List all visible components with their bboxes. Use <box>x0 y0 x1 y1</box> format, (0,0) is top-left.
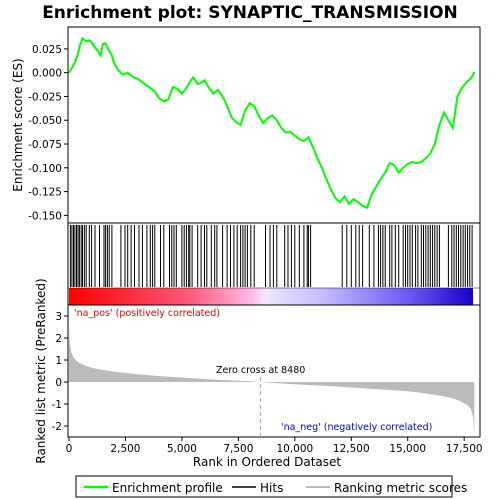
xtick-label: 15,000 <box>389 443 426 455</box>
es-axis-label: Enrichment score (ES) <box>11 58 25 191</box>
es-ytick-label: -0.125 <box>28 187 62 199</box>
metric-ytick-label: 0 <box>55 377 62 389</box>
metric-ytick-label: 1 <box>55 355 62 367</box>
legend: Enrichment profile Hits Ranking metric s… <box>75 475 467 498</box>
neg-label: 'na_neg' (negatively correlated) <box>281 422 432 433</box>
es-ytick-label: -0.050 <box>28 115 62 127</box>
es-ytick-label: 0.025 <box>32 44 62 56</box>
metric-axis-label: Ranked list metric (PreRanked) <box>34 278 48 463</box>
metric-ytick-label: -1 <box>52 399 62 411</box>
xtick-label: 10,000 <box>276 443 313 455</box>
pos-label: 'na_pos' (positively correlated) <box>74 308 220 319</box>
xtick-label: 12,500 <box>333 443 370 455</box>
es-ytick-label: -0.025 <box>28 91 62 103</box>
ranked-metric-area <box>69 327 475 436</box>
es-ytick-label: -0.075 <box>28 139 62 151</box>
es-ytick-label: -0.150 <box>28 210 62 222</box>
chart-title: Enrichment plot: SYNAPTIC_TRANSMISSION <box>42 3 458 23</box>
es-y-axis: 0.025 0.000 -0.025 -0.050 -0.075 -0.100 -0.125… <box>28 44 68 222</box>
hit-lines <box>69 225 473 287</box>
enrichment-frame <box>67 26 481 224</box>
hits-panel <box>67 222 481 306</box>
x-axis-label: Rank in Ordered Dataset <box>193 455 341 469</box>
xtick-label: 17,500 <box>446 443 483 455</box>
legend-box <box>75 475 453 498</box>
xtick-label: 7,500 <box>223 443 253 455</box>
metric-ytick-label: -2 <box>52 421 62 433</box>
metric-ytick-label: 2 <box>55 333 62 345</box>
legend-hits-label: Hits <box>260 481 283 495</box>
metric-frame <box>67 304 481 438</box>
xtick-label: 0 <box>66 443 73 455</box>
metric-ytick-label: 3 <box>55 311 62 323</box>
metric-x-axis: 0 2,500 5,000 7,500 10,000 12,500 15,000 17,500 <box>66 437 483 455</box>
xtick-label: 5,000 <box>167 443 197 455</box>
es-ytick-label: -0.100 <box>28 163 62 175</box>
zero-cross-label: Zero cross at 8480 <box>216 365 305 376</box>
enrichment-panel: 0.025 0.000 -0.025 -0.050 -0.075 -0.100 -0.125… <box>11 26 481 224</box>
xtick-label: 2,500 <box>110 443 140 455</box>
metric-y-axis: 3 2 1 0 -1 -2 <box>52 311 68 433</box>
legend-metric-label: Ranking metric scores <box>334 481 467 495</box>
enrichment-profile-line <box>68 36 476 210</box>
es-ytick-label: 0.000 <box>32 68 62 80</box>
rank-color-bar <box>69 288 473 305</box>
legend-enrichment-label: Enrichment profile <box>112 481 223 495</box>
metric-panel: 3 2 1 0 -1 -2 0 2,500 5,000 7,500 10,000 12,500 15,… <box>34 278 483 469</box>
